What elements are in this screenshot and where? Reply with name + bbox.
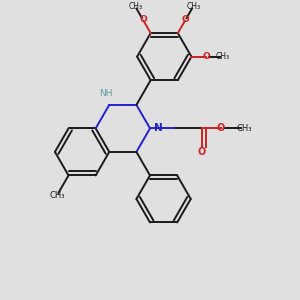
- Text: CH₃: CH₃: [186, 2, 200, 11]
- Text: CH₃: CH₃: [128, 2, 142, 11]
- Text: CH₃: CH₃: [215, 52, 230, 61]
- Text: O: O: [139, 15, 147, 24]
- Text: O: O: [197, 147, 206, 157]
- Text: O: O: [182, 15, 189, 24]
- Text: N: N: [154, 123, 163, 134]
- Text: CH₃: CH₃: [237, 124, 252, 133]
- Text: CH₃: CH₃: [49, 191, 65, 200]
- Text: NH: NH: [100, 89, 113, 98]
- Text: O: O: [217, 123, 225, 134]
- Text: O: O: [203, 52, 211, 61]
